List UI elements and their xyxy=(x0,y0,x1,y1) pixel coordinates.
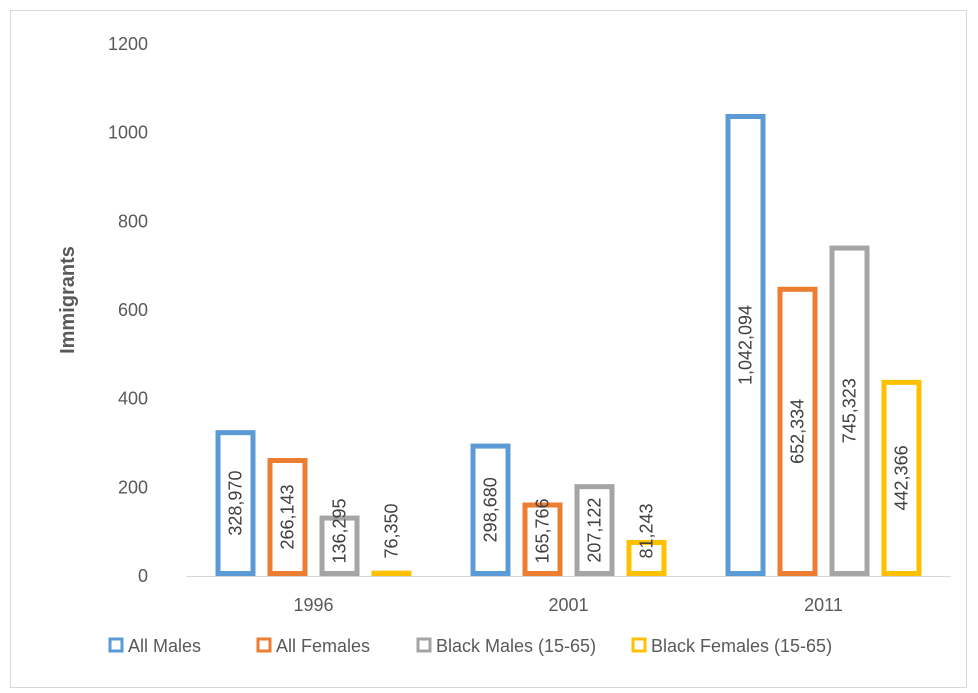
x-tick-label: 2001 xyxy=(548,595,588,615)
y-tick-label: 0 xyxy=(138,566,148,586)
data-label: 1,042,094 xyxy=(736,305,756,385)
data-label: 328,970 xyxy=(226,471,246,536)
legend-swatch xyxy=(631,637,647,653)
y-axis-title: Immigrants xyxy=(57,246,79,354)
y-tick-label: 400 xyxy=(118,389,148,409)
y-tick-label: 200 xyxy=(118,477,148,497)
bar xyxy=(574,484,615,576)
chart-frame: 0 200 400 600 800 1000 1200 Immigrants 328,970… xyxy=(10,10,967,688)
x-axis-ticks: 1996 2001 2011 xyxy=(293,595,842,615)
bar xyxy=(319,515,360,577)
bar xyxy=(881,379,922,576)
data-label: 165,766 xyxy=(533,498,553,563)
data-label: 266,143 xyxy=(278,484,298,549)
y-tick-label: 1200 xyxy=(108,34,148,54)
legend-label: Black Females (15-65) xyxy=(651,636,832,656)
legend-swatch xyxy=(256,637,272,653)
data-label: 745,323 xyxy=(840,378,860,443)
bar xyxy=(777,286,818,576)
legend-label: Black Males (15-65) xyxy=(436,636,596,656)
y-tick-label: 800 xyxy=(118,211,148,231)
data-label: 76,350 xyxy=(382,503,402,558)
bars-group: 328,970 266,143 136,295 76,350 298,680 165,76… xyxy=(215,114,922,577)
y-tick-label: 1000 xyxy=(108,123,148,143)
legend-label: All Females xyxy=(276,636,370,656)
bar xyxy=(267,458,308,577)
x-tick-label: 1996 xyxy=(293,595,333,615)
bar-chart: 0 200 400 600 800 1000 1200 Immigrants 328,970… xyxy=(57,34,951,656)
y-tick-label: 600 xyxy=(118,300,148,320)
data-label: 207,122 xyxy=(585,498,605,563)
bar xyxy=(470,443,511,577)
bar xyxy=(829,245,870,577)
bar xyxy=(725,114,766,576)
data-label: 136,295 xyxy=(330,498,350,563)
bar xyxy=(371,570,412,577)
bar xyxy=(626,539,667,577)
legend-swatch xyxy=(416,637,432,653)
data-label: 298,680 xyxy=(481,477,501,542)
legend-label: All Males xyxy=(128,636,201,656)
legend-swatch xyxy=(108,637,124,653)
data-label: 442,366 xyxy=(892,445,912,510)
data-label: 81,243 xyxy=(637,503,657,558)
bar xyxy=(215,430,256,577)
data-label: 652,334 xyxy=(788,399,808,464)
bar xyxy=(522,502,563,576)
legend: All Males All Females Black Males (15-65) B… xyxy=(108,636,832,656)
x-tick-label: 2011 xyxy=(804,595,843,615)
y-axis-ticks: 0 200 400 600 800 1000 1200 xyxy=(108,34,148,586)
